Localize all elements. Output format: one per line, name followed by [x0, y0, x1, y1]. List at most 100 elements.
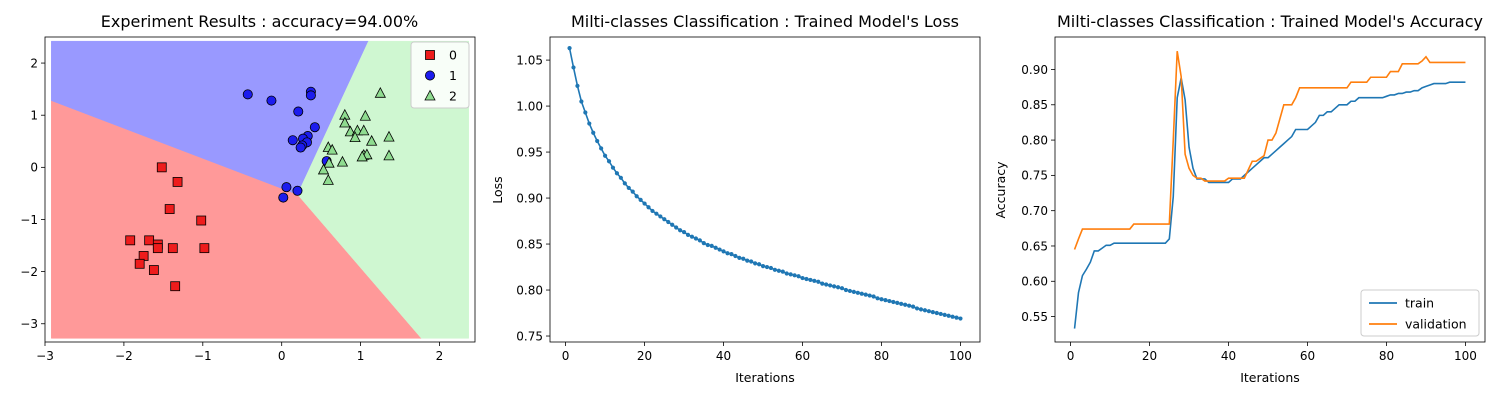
loss-point — [958, 316, 963, 321]
loss-point — [764, 264, 770, 270]
data-point — [356, 150, 368, 162]
data-point — [336, 155, 349, 167]
x-tick-label: 20 — [1142, 349, 1157, 363]
loss-point — [689, 234, 695, 239]
plot-frame — [44, 36, 476, 343]
y-tick-label: 0.65 — [1021, 239, 1048, 253]
loss-point — [938, 311, 943, 317]
data-point — [167, 243, 178, 254]
loss-point — [622, 181, 627, 186]
loss-point — [729, 252, 734, 257]
loss-point — [879, 297, 884, 302]
loss-point — [776, 268, 781, 273]
loss-point — [903, 302, 908, 307]
loss-point — [681, 229, 687, 235]
legend-label: 1 — [449, 68, 457, 83]
data-point — [365, 134, 378, 146]
data-point — [322, 174, 334, 185]
loss-point — [839, 286, 845, 291]
legend-label: validation — [1405, 317, 1467, 332]
y-tick-label: 0.80 — [516, 283, 543, 297]
loss-point — [760, 264, 766, 269]
legend-marker — [425, 50, 435, 60]
data-point — [349, 131, 361, 143]
loss-point — [717, 247, 722, 252]
loss-point — [907, 303, 912, 308]
x-axis-label: Iterations — [735, 370, 795, 385]
data-point — [292, 185, 303, 196]
y-tick-label: 0.85 — [1021, 98, 1048, 112]
loss-point — [721, 249, 726, 254]
x-tick-label: 100 — [1454, 349, 1477, 363]
y-tick-label: 0.75 — [516, 329, 543, 343]
loss-point — [950, 314, 955, 319]
validation-line — [1073, 50, 1466, 250]
loss-point — [832, 284, 837, 289]
data-point — [295, 142, 306, 153]
x-axis-label: Iterations — [1240, 370, 1300, 385]
decision-region — [297, 40, 469, 339]
data-point — [339, 116, 351, 128]
loss-point — [646, 205, 651, 210]
loss-point — [768, 265, 774, 271]
loss-point — [602, 153, 608, 158]
data-point — [358, 124, 370, 136]
legend-label: 2 — [449, 89, 457, 104]
loss-point — [737, 255, 742, 260]
legend-label: 0 — [449, 48, 457, 63]
loss-point — [800, 275, 805, 281]
data-point — [383, 149, 395, 161]
data-point — [242, 89, 253, 100]
loss-point — [670, 222, 675, 227]
legend: 0 1 2 — [410, 41, 470, 109]
loss-point — [741, 256, 746, 261]
legend-frame — [410, 41, 470, 109]
loss-point — [591, 130, 596, 135]
plot-frame — [549, 36, 981, 343]
data-point — [359, 109, 371, 121]
loss-point — [930, 310, 935, 315]
loss-point — [875, 296, 880, 301]
legend-marker — [424, 89, 436, 101]
loss-point — [922, 308, 928, 313]
loss-point — [745, 258, 750, 263]
y-tick-label: 0.75 — [1021, 169, 1048, 183]
x-tick-label: 40 — [716, 349, 731, 363]
loss-point — [575, 83, 580, 88]
loss-point — [701, 241, 706, 246]
y-tick-label: 0.70 — [1021, 204, 1048, 218]
loss-point — [914, 306, 920, 311]
loss-point — [599, 146, 604, 151]
loss-point — [859, 291, 864, 296]
loss-point — [678, 228, 683, 233]
loss-point — [843, 287, 849, 293]
y-tick-label: 2 — [30, 56, 38, 70]
x-tick-label: 0 — [278, 349, 286, 363]
loss-point — [899, 301, 904, 306]
accuracy-panel: Milti-classes Classification : Trained M… — [993, 12, 1486, 385]
x-tick-label: 80 — [1379, 349, 1394, 363]
loss-point — [863, 292, 868, 297]
loss-point — [867, 293, 872, 298]
legend-label: train — [1405, 296, 1434, 311]
y-tick-label: 0.95 — [516, 145, 543, 159]
chart-title: Milti-classes Classification : Trained M… — [1057, 12, 1483, 31]
loss-point — [895, 300, 900, 306]
loss-point — [693, 236, 698, 241]
loss-point — [638, 197, 643, 202]
loss-point — [571, 65, 576, 70]
y-tick-label: 0.90 — [516, 191, 543, 205]
loss-point — [804, 276, 809, 282]
loss-point — [587, 121, 592, 126]
loss-point — [887, 298, 892, 304]
data-point — [317, 163, 330, 175]
data-point — [152, 243, 163, 254]
data-point — [309, 122, 320, 133]
x-tick-label: 20 — [637, 349, 652, 363]
loss-point — [595, 138, 600, 144]
x-tick-label: 80 — [874, 349, 889, 363]
legend-marker — [424, 70, 435, 81]
x-tick-label: 100 — [949, 349, 972, 363]
loss-point — [610, 165, 616, 170]
